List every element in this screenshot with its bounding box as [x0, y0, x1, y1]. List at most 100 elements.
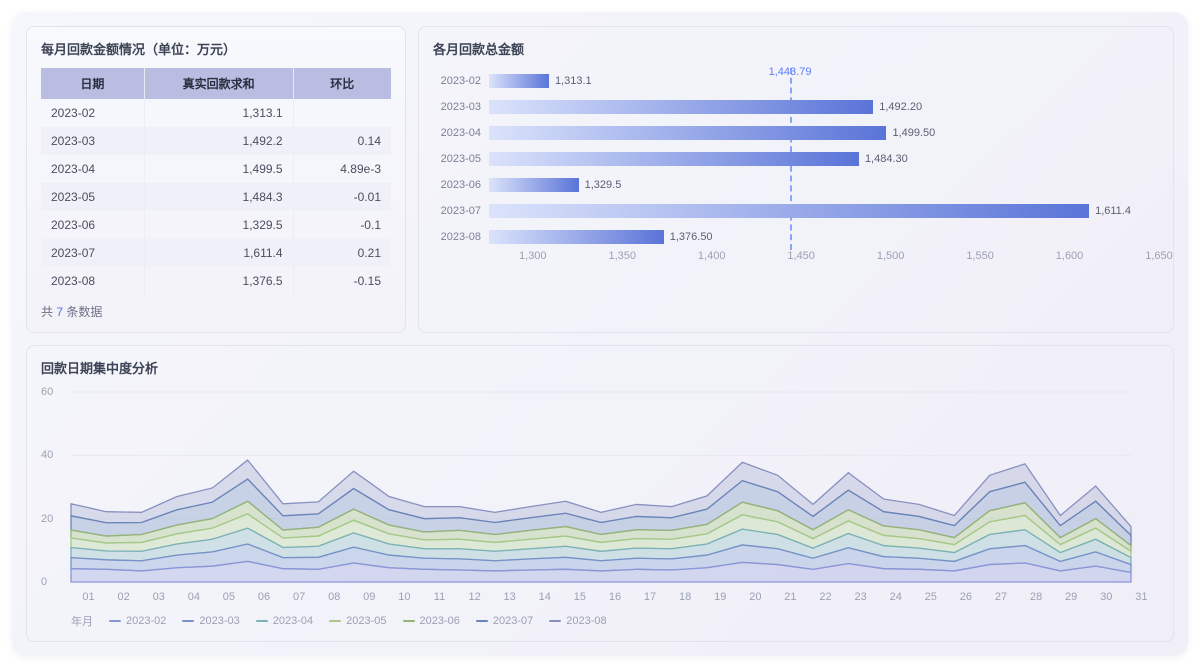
panel-bar-chart: 各月回款总金额 1,443.792023-021,313.12023-031,4…: [418, 26, 1174, 333]
legend-item[interactable]: 2023-05: [329, 615, 386, 627]
area-x-tick: 19: [703, 591, 738, 603]
area-x-tick: 14: [527, 591, 562, 603]
legend-item[interactable]: 2023-06: [403, 615, 460, 627]
bar-track: 1,492.20: [489, 100, 1159, 114]
bar-track: 1,313.1: [489, 74, 1159, 88]
bar-track: 1,611.4: [489, 204, 1159, 218]
table-cell: -0.1: [293, 211, 391, 239]
table-row: 2023-051,484.3-0.01: [41, 183, 391, 211]
area-x-tick: 16: [597, 591, 632, 603]
bar-x-tick: 1,350: [608, 250, 636, 262]
top-row: 每月回款金额情况（单位：万元） 日期真实回款求和环比 2023-021,313.…: [26, 26, 1174, 333]
table-row: 2023-031,492.20.14: [41, 127, 391, 155]
bar-row: 2023-04 1,499.50: [433, 120, 1159, 146]
bar-row: 2023-071,611.4: [433, 198, 1159, 224]
table-footer: 共 7 条数据: [41, 303, 391, 320]
bar-category-label: 2023-04: [433, 127, 489, 139]
area-x-tick: 01: [71, 591, 106, 603]
panel-monthly-table: 每月回款金额情况（单位：万元） 日期真实回款求和环比 2023-021,313.…: [26, 26, 406, 333]
bar-x-tick: 1,300: [519, 250, 547, 262]
table-cell: 4.89e-3: [293, 155, 391, 183]
table-cell: 2023-07: [41, 239, 144, 267]
bar-fill: [489, 126, 886, 140]
bar-x-tick: 1,550: [966, 250, 994, 262]
legend-item[interactable]: 2023-08: [549, 615, 606, 627]
monthly-table: 日期真实回款求和环比 2023-021,313.12023-031,492.20…: [41, 68, 391, 295]
area-x-tick: 11: [422, 591, 457, 603]
bar-fill: [489, 74, 549, 88]
footer-prefix: 共: [41, 305, 56, 319]
area-x-tick: 27: [983, 591, 1018, 603]
table-cell: -0.15: [293, 267, 391, 295]
bar-category-label: 2023-08: [433, 231, 489, 243]
bar-category-label: 2023-02: [433, 75, 489, 87]
area-x-tick: 23: [843, 591, 878, 603]
area-x-tick: 20: [738, 591, 773, 603]
table-row: 2023-071,611.40.21: [41, 239, 391, 267]
panel-area-chart: 回款日期集中度分析 020406001020304050607080910111…: [26, 345, 1174, 642]
legend-item[interactable]: 2023-03: [182, 615, 239, 627]
table-cell: 2023-08: [41, 267, 144, 295]
table-cell: 2023-04: [41, 155, 144, 183]
legend-swatch: [329, 620, 341, 622]
table-cell: 1,492.2: [144, 127, 293, 155]
legend-item[interactable]: 2023-02: [109, 615, 166, 627]
dashboard-root: 每月回款金额情况（单位：万元） 日期真实回款求和环比 2023-021,313.…: [12, 12, 1188, 656]
bar-category-label: 2023-03: [433, 101, 489, 113]
legend-label: 2023-08: [566, 615, 606, 627]
bar-value-label: 1,313.1: [555, 74, 592, 88]
table-cell: 2023-02: [41, 99, 144, 127]
table-header-cell: 日期: [41, 68, 144, 99]
bar-row: 2023-061,329.5: [433, 172, 1159, 198]
area-y-tick: 60: [41, 386, 53, 398]
area-chart: 0204060010203040506070809101112131415161…: [41, 387, 1159, 603]
table-cell: 1,329.5: [144, 211, 293, 239]
bar-value-label: 1,499.50: [892, 126, 935, 140]
legend-swatch: [182, 620, 194, 622]
bar-category-label: 2023-07: [433, 205, 489, 217]
legend-label: 2023-05: [346, 615, 386, 627]
bar-fill: [489, 204, 1089, 218]
table-cell: [293, 99, 391, 127]
bar-category-label: 2023-05: [433, 153, 489, 165]
bar-row: 2023-08 1,376.50: [433, 224, 1159, 250]
bar-x-tick: 1,450: [787, 250, 815, 262]
table-cell: 1,484.3: [144, 183, 293, 211]
bar-value-label: 1,376.50: [670, 230, 713, 244]
table-cell: 2023-05: [41, 183, 144, 211]
bar-fill: [489, 152, 859, 166]
legend-item[interactable]: 2023-07: [476, 615, 533, 627]
area-x-tick: 17: [633, 591, 668, 603]
area-x-tick: 12: [457, 591, 492, 603]
legend-swatch: [476, 620, 488, 622]
legend-label: 2023-04: [273, 615, 313, 627]
bar-track: 1,329.5: [489, 178, 1159, 192]
bar-x-tick: 1,400: [698, 250, 726, 262]
area-y-tick: 20: [41, 513, 53, 525]
table-row: 2023-061,329.5-0.1: [41, 211, 391, 239]
area-x-tick: 05: [211, 591, 246, 603]
area-x-tick: 04: [176, 591, 211, 603]
table-cell: -0.01: [293, 183, 391, 211]
area-x-tick: 28: [1019, 591, 1054, 603]
bar-x-tick: 1,500: [877, 250, 905, 262]
legend-item[interactable]: 2023-04: [256, 615, 313, 627]
legend-label: 2023-07: [493, 615, 533, 627]
table-cell: 0.14: [293, 127, 391, 155]
area-y-tick: 0: [41, 576, 47, 588]
area-x-tick: 08: [317, 591, 352, 603]
table-cell: 1,611.4: [144, 239, 293, 267]
table-row: 2023-021,313.1: [41, 99, 391, 127]
area-svg: [41, 387, 1141, 587]
area-x-tick: 10: [387, 591, 422, 603]
area-x-tick: 07: [282, 591, 317, 603]
area-x-tick: 02: [106, 591, 141, 603]
table-row: 2023-041,499.54.89e-3: [41, 155, 391, 183]
bar-track: 1,484.30: [489, 152, 1159, 166]
table-cell: 2023-06: [41, 211, 144, 239]
legend-label: 2023-03: [199, 615, 239, 627]
table-header-cell: 环比: [293, 68, 391, 99]
bar-x-tick: 1,650: [1145, 250, 1173, 262]
bar-row: 2023-051,484.30: [433, 146, 1159, 172]
area-x-tick: 09: [352, 591, 387, 603]
